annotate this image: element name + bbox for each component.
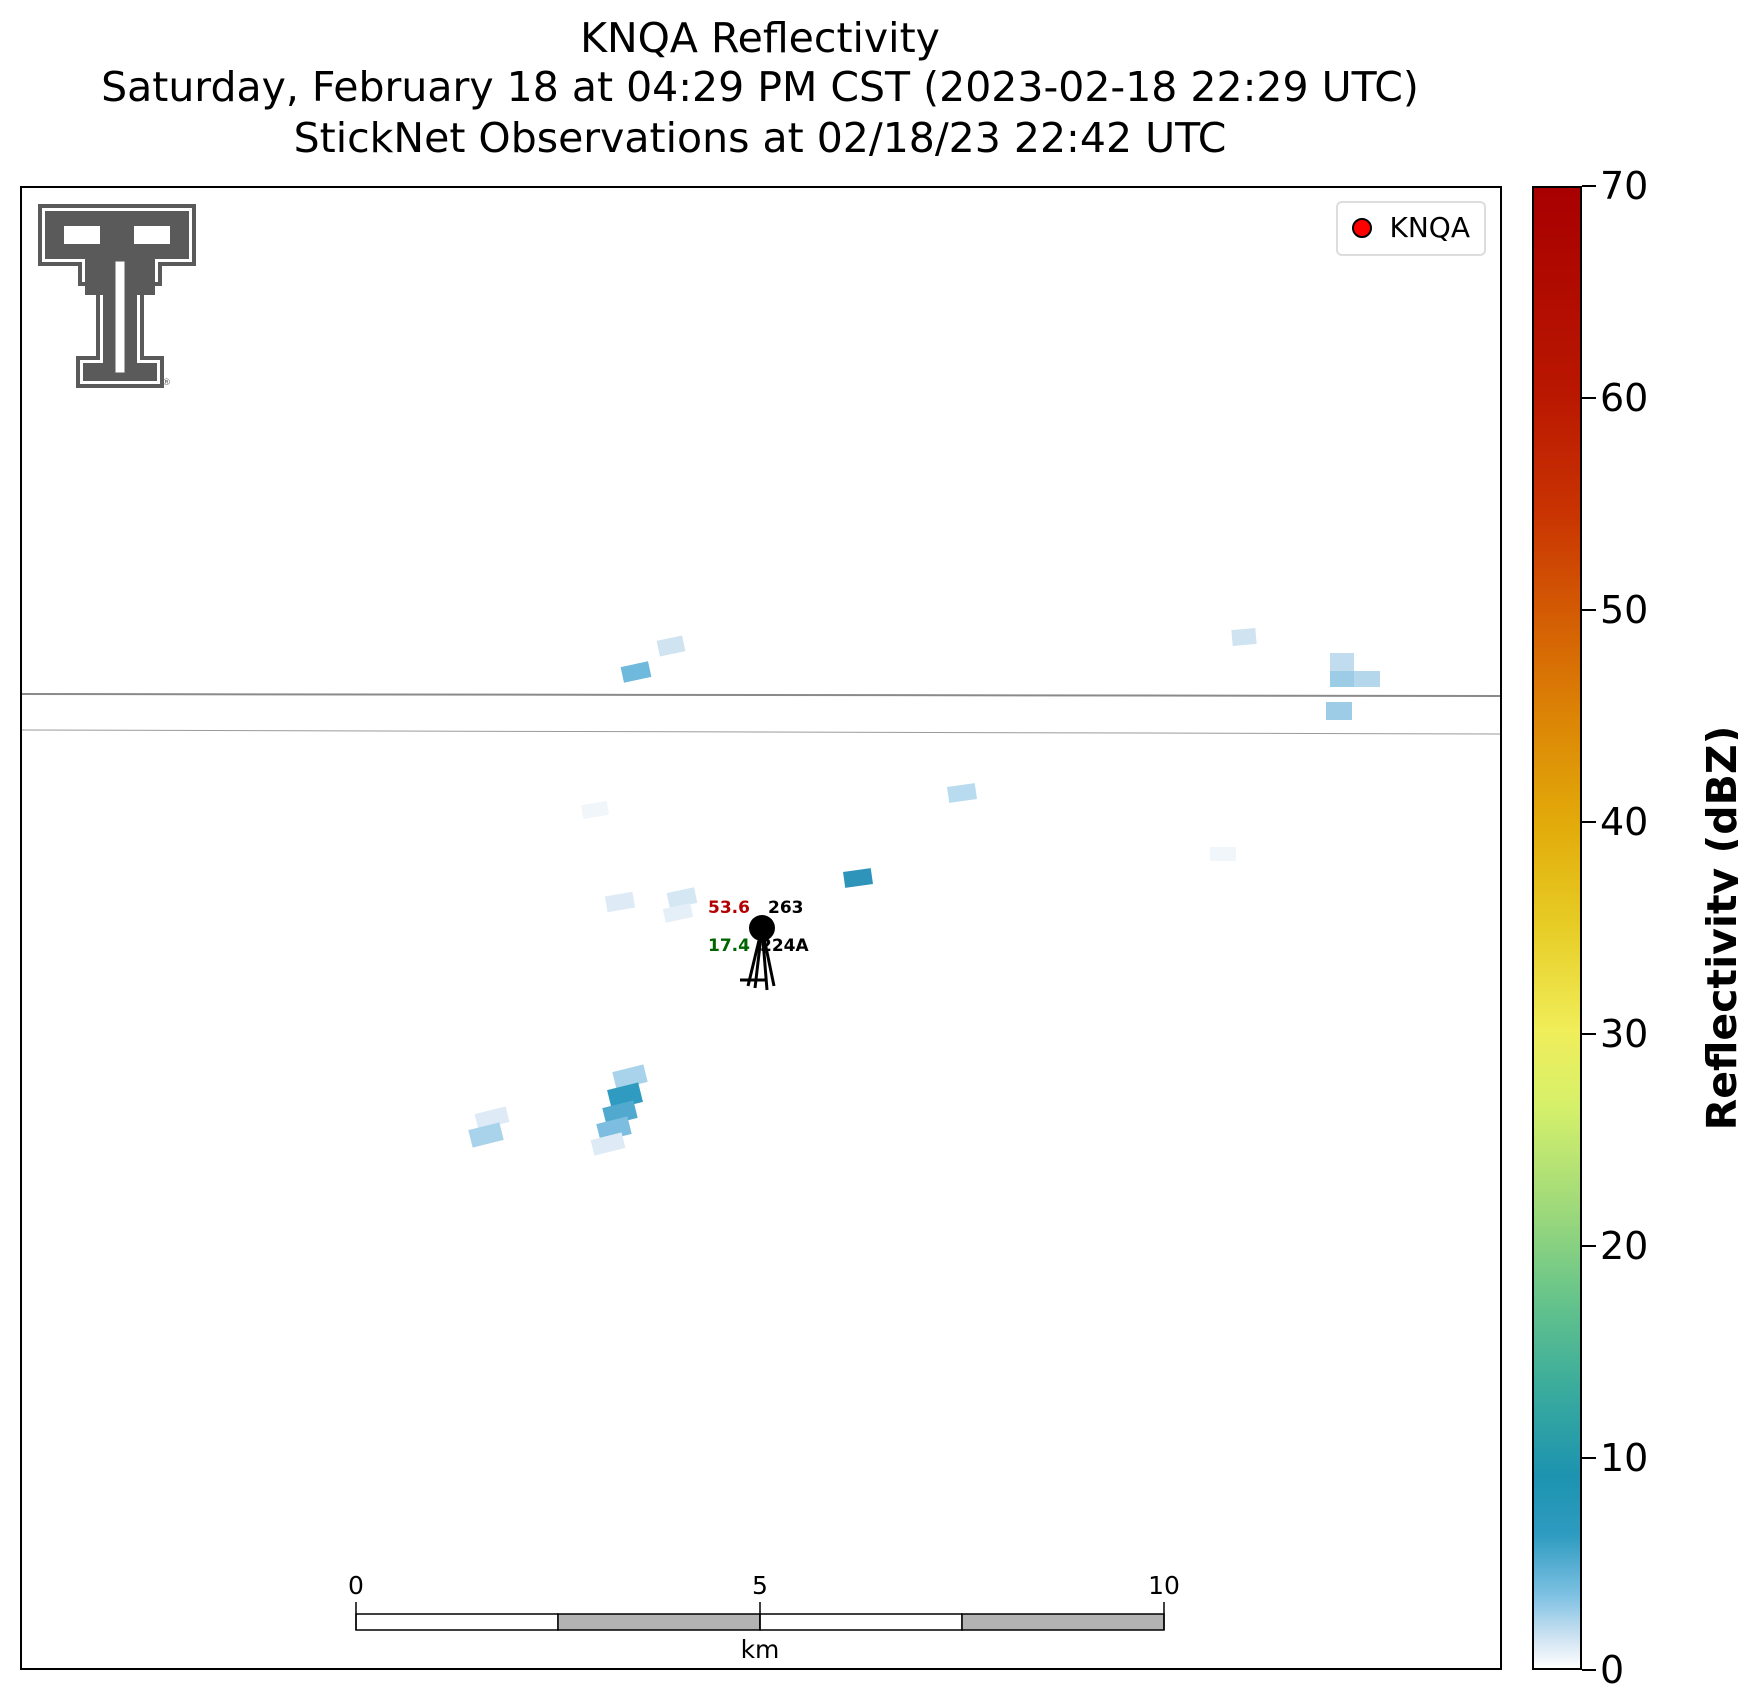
station-id: 224A xyxy=(760,936,809,956)
station-pressure: 263 xyxy=(768,898,804,918)
colorbar-tick-label: 50 xyxy=(1600,588,1649,632)
colorbar-tick-label: 30 xyxy=(1600,1012,1649,1056)
colorbar-tick xyxy=(1582,1669,1596,1671)
reflectivity-gate xyxy=(474,1106,510,1130)
reflectivity-gate xyxy=(596,1116,632,1142)
station-temperature: 53.6 xyxy=(708,898,750,918)
scale-bar-segment xyxy=(557,1613,761,1631)
colorbar-tick xyxy=(1582,609,1596,611)
reflectivity-gate xyxy=(602,1100,638,1126)
colorbar-tick xyxy=(1582,1457,1596,1459)
radar-site-marker-icon xyxy=(1351,217,1372,238)
reflectivity-gates xyxy=(468,627,1380,1156)
reflectivity-gate xyxy=(590,1132,626,1156)
reflectivity-gate xyxy=(1330,653,1354,671)
radar-overlay: ® xyxy=(22,204,1500,1631)
radar-map-panel: ® KNQA 53.6 263 17.4 224A 0 5 10 km xyxy=(20,186,1502,1670)
scale-bar-segment xyxy=(961,1613,1165,1631)
reflectivity-gate xyxy=(662,903,694,923)
reflectivity-gate xyxy=(620,661,652,683)
map-legend: KNQA xyxy=(1335,201,1486,256)
colorbar-tick-label: 70 xyxy=(1600,164,1649,208)
colorbar-tick-label: 60 xyxy=(1600,376,1649,420)
reflectivity-gate xyxy=(947,783,977,803)
colorbar-tick-label: 20 xyxy=(1600,1224,1649,1268)
reflectivity-gate xyxy=(1326,702,1352,720)
reflectivity-gate xyxy=(468,1122,504,1148)
colorbar-tick xyxy=(1582,1033,1596,1035)
scale-bar-label-5: 5 xyxy=(752,1571,768,1600)
reflectivity-gate xyxy=(580,800,610,820)
reflectivity-gate xyxy=(604,891,636,913)
reflectivity-gate xyxy=(843,868,873,888)
colorbar-tick-label: 40 xyxy=(1600,800,1649,844)
reflectivity-gate xyxy=(656,635,686,657)
reflectivity-gate xyxy=(1210,847,1236,861)
scale-bar xyxy=(355,1602,1165,1631)
colorbar-tick xyxy=(1582,1245,1596,1247)
boundary-line xyxy=(22,729,1500,735)
colorbar-tick xyxy=(1582,185,1596,187)
reflectivity-gate xyxy=(607,1082,643,1110)
scale-bar-segment xyxy=(759,1613,963,1631)
scale-bar-label-0: 0 xyxy=(348,1571,364,1600)
map-subtitle-observations: StickNet Observations at 02/18/23 22:42 … xyxy=(293,114,1227,162)
map-title: KNQA Reflectivity xyxy=(580,14,940,62)
map-subtitle-time: Saturday, February 18 at 04:29 PM CST (2… xyxy=(101,63,1419,111)
reflectivity-colorbar xyxy=(1532,186,1582,1670)
colorbar-label: Reflectivity (dBZ) xyxy=(1698,725,1738,1131)
colorbar-tick xyxy=(1582,821,1596,823)
station-dewpoint: 17.4 xyxy=(708,936,750,956)
svg-text:®: ® xyxy=(162,378,171,388)
station-marker xyxy=(749,915,775,941)
double-t-logo: ® xyxy=(38,204,196,388)
reflectivity-gate xyxy=(612,1064,648,1090)
colorbar-tick xyxy=(1582,397,1596,399)
scale-bar-label-10: 10 xyxy=(1148,1571,1180,1600)
reflectivity-gate xyxy=(1354,671,1380,687)
scale-bar-segment xyxy=(355,1613,559,1631)
colorbar-tick-label: 10 xyxy=(1600,1436,1649,1480)
reflectivity-gate xyxy=(1330,671,1354,687)
legend-label: KNQA xyxy=(1389,211,1471,244)
colorbar-tick-label: 0 xyxy=(1600,1648,1625,1692)
scale-bar-unit: km xyxy=(740,1635,780,1664)
boundary-line xyxy=(22,693,1500,697)
reflectivity-gate xyxy=(1231,627,1257,647)
